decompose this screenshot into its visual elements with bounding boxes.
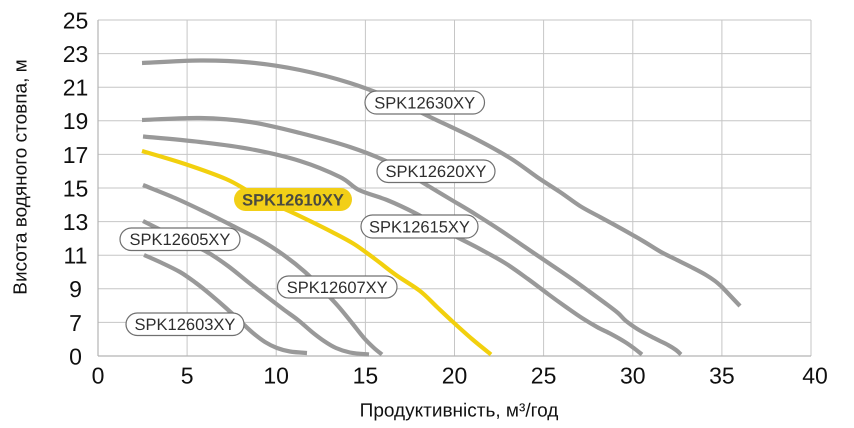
svg-text:SPK12630XY: SPK12630XY <box>374 94 475 112</box>
svg-text:SPK12615XY: SPK12615XY <box>369 218 470 236</box>
svg-text:40: 40 <box>802 363 828 389</box>
svg-text:23: 23 <box>63 41 89 67</box>
svg-text:SPK12607XY: SPK12607XY <box>287 279 388 297</box>
svg-text:13: 13 <box>63 209 89 235</box>
svg-text:21: 21 <box>63 75 89 101</box>
svg-text:35: 35 <box>709 363 735 389</box>
svg-text:15: 15 <box>63 175 89 201</box>
svg-text:9: 9 <box>69 276 82 302</box>
svg-text:SPK12620XY: SPK12620XY <box>386 163 487 181</box>
svg-text:0: 0 <box>69 343 82 369</box>
svg-text:5: 5 <box>181 363 194 389</box>
svg-text:7: 7 <box>69 310 82 336</box>
svg-text:30: 30 <box>620 363 646 389</box>
svg-text:Висота водяного стовпа, м: Висота водяного стовпа, м <box>11 59 32 294</box>
svg-text:Продуктивність, м³/год: Продуктивність, м³/год <box>360 401 559 422</box>
svg-text:25: 25 <box>63 7 89 33</box>
svg-text:17: 17 <box>63 142 89 168</box>
svg-text:20: 20 <box>442 363 468 389</box>
svg-text:SPK12605XY: SPK12605XY <box>130 231 231 249</box>
svg-text:SPK12610XY: SPK12610XY <box>242 191 344 209</box>
svg-text:0: 0 <box>92 363 105 389</box>
svg-text:25: 25 <box>531 363 557 389</box>
svg-text:SPK12603XY: SPK12603XY <box>135 316 236 334</box>
svg-text:11: 11 <box>64 243 88 269</box>
svg-text:19: 19 <box>63 108 89 134</box>
svg-text:10: 10 <box>263 363 289 389</box>
svg-text:15: 15 <box>353 363 379 389</box>
